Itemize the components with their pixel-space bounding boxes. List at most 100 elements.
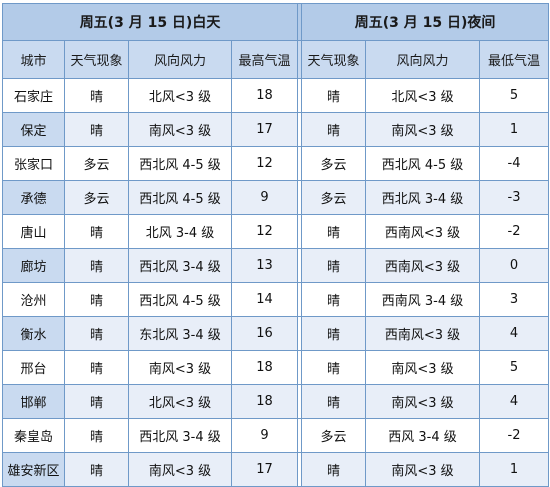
night-period-header: 周五(3 月 15 日)夜间 — [301, 3, 550, 41]
column-header-row: 城市 天气现象 风向风力 最高气温 天气现象 风向风力 最低气温 — [2, 40, 550, 79]
night-weather-cell: 晴 — [301, 214, 367, 249]
night-wind-cell: 南风<3 级 — [365, 350, 481, 385]
high-temp-cell: 17 — [230, 112, 299, 147]
day-weather-cell: 多云 — [64, 146, 129, 181]
low-temp-cell: 1 — [479, 112, 550, 147]
city-cell: 唐山 — [2, 214, 65, 249]
night-wind-cell: 西北风 4-5 级 — [365, 146, 481, 181]
night-wind-cell: 西南风<3 级 — [365, 316, 481, 351]
table-row: 衡水 晴 东北风 3-4 级 16 晴 西南风<3 级 4 — [2, 316, 550, 351]
day-weather-cell: 晴 — [64, 418, 129, 453]
day-weather-cell: 晴 — [64, 350, 129, 385]
low-temp-cell: 4 — [479, 384, 550, 419]
table-row: 承德 多云 西北风 4-5 级 9 多云 西北风 3-4 级 -3 — [2, 180, 550, 215]
night-weather-cell: 多云 — [301, 146, 367, 181]
low-temp-cell: -2 — [479, 214, 550, 249]
low-temp-cell: -4 — [479, 146, 550, 181]
night-wind-cell: 南风<3 级 — [365, 384, 481, 419]
night-weather-cell: 晴 — [301, 112, 367, 147]
day-wind-cell: 西北风 3-4 级 — [128, 418, 232, 453]
night-weather-cell: 晴 — [301, 248, 367, 283]
high-temp-cell: 16 — [230, 316, 299, 351]
high-temp-cell: 9 — [230, 418, 299, 453]
column-header-day-wind: 风向风力 — [128, 40, 232, 79]
low-temp-cell: 1 — [479, 452, 550, 487]
high-temp-cell: 12 — [230, 214, 299, 249]
night-wind-cell: 西南风<3 级 — [365, 248, 481, 283]
table-row: 保定 晴 南风<3 级 17 晴 南风<3 级 1 — [2, 112, 550, 147]
day-weather-cell: 晴 — [64, 282, 129, 317]
low-temp-cell: 3 — [479, 282, 550, 317]
city-cell: 张家口 — [2, 146, 65, 181]
weather-forecast-table: 周五(3 月 15 日)白天 周五(3 月 15 日)夜间 城市 天气现象 风向… — [1, 3, 550, 487]
city-cell: 衡水 — [2, 316, 65, 351]
city-cell: 保定 — [2, 112, 65, 147]
low-temp-cell: 4 — [479, 316, 550, 351]
table-row: 邯郸 晴 北风<3 级 18 晴 南风<3 级 4 — [2, 384, 550, 419]
night-weather-cell: 多云 — [301, 418, 367, 453]
high-temp-cell: 17 — [230, 452, 299, 487]
day-weather-cell: 晴 — [64, 452, 129, 487]
column-header-night-weather: 天气现象 — [301, 40, 367, 79]
night-wind-cell: 北风<3 级 — [365, 78, 481, 113]
day-wind-cell: 南风<3 级 — [128, 112, 232, 147]
night-weather-cell: 晴 — [301, 316, 367, 351]
column-header-day-weather: 天气现象 — [64, 40, 129, 79]
city-cell: 邢台 — [2, 350, 65, 385]
column-header-high-temp: 最高气温 — [230, 40, 299, 79]
table-row: 张家口 多云 西北风 4-5 级 12 多云 西北风 4-5 级 -4 — [2, 146, 550, 181]
night-wind-cell: 西南风<3 级 — [365, 214, 481, 249]
day-weather-cell: 晴 — [64, 248, 129, 283]
low-temp-cell: 0 — [479, 248, 550, 283]
high-temp-cell: 18 — [230, 78, 299, 113]
city-cell: 承德 — [2, 180, 65, 215]
city-cell: 廊坊 — [2, 248, 65, 283]
column-header-night-wind: 风向风力 — [365, 40, 481, 79]
high-temp-cell: 18 — [230, 384, 299, 419]
day-weather-cell: 晴 — [64, 214, 129, 249]
night-wind-cell: 西南风 3-4 级 — [365, 282, 481, 317]
day-weather-cell: 晴 — [64, 78, 129, 113]
column-header-city: 城市 — [2, 40, 65, 79]
day-weather-cell: 晴 — [64, 316, 129, 351]
city-cell: 沧州 — [2, 282, 65, 317]
table-row: 沧州 晴 西北风 4-5 级 14 晴 西南风 3-4 级 3 — [2, 282, 550, 317]
table-row: 秦皇岛 晴 西北风 3-4 级 9 多云 西风 3-4 级 -2 — [2, 418, 550, 453]
day-wind-cell: 北风<3 级 — [128, 384, 232, 419]
night-wind-cell: 南风<3 级 — [365, 452, 481, 487]
night-weather-cell: 晴 — [301, 350, 367, 385]
day-period-header: 周五(3 月 15 日)白天 — [1, 3, 299, 41]
table-row: 石家庄 晴 北风<3 级 18 晴 北风<3 级 5 — [2, 78, 550, 113]
night-wind-cell: 西风 3-4 级 — [365, 418, 481, 453]
table-row: 唐山 晴 北风 3-4 级 12 晴 西南风<3 级 -2 — [2, 214, 550, 249]
day-weather-cell: 多云 — [64, 180, 129, 215]
high-temp-cell: 9 — [230, 180, 299, 215]
high-temp-cell: 12 — [230, 146, 299, 181]
city-cell: 石家庄 — [2, 78, 65, 113]
night-weather-cell: 晴 — [301, 78, 367, 113]
night-wind-cell: 南风<3 级 — [365, 112, 481, 147]
city-cell: 邯郸 — [2, 384, 65, 419]
day-wind-cell: 西北风 4-5 级 — [128, 282, 232, 317]
city-cell: 雄安新区 — [2, 452, 65, 487]
day-wind-cell: 西北风 3-4 级 — [128, 248, 232, 283]
day-wind-cell: 南风<3 级 — [128, 452, 232, 487]
table-row: 雄安新区 晴 南风<3 级 17 晴 南风<3 级 1 — [2, 452, 550, 487]
table-row: 邢台 晴 南风<3 级 18 晴 南风<3 级 5 — [2, 350, 550, 385]
column-header-low-temp: 最低气温 — [479, 40, 550, 79]
low-temp-cell: -2 — [479, 418, 550, 453]
day-wind-cell: 东北风 3-4 级 — [128, 316, 232, 351]
day-wind-cell: 北风<3 级 — [128, 78, 232, 113]
night-weather-cell: 晴 — [301, 384, 367, 419]
low-temp-cell: 5 — [479, 78, 550, 113]
high-temp-cell: 14 — [230, 282, 299, 317]
table-row: 廊坊 晴 西北风 3-4 级 13 晴 西南风<3 级 0 — [2, 248, 550, 283]
day-wind-cell: 北风 3-4 级 — [128, 214, 232, 249]
night-weather-cell: 晴 — [301, 282, 367, 317]
low-temp-cell: 5 — [479, 350, 550, 385]
city-cell: 秦皇岛 — [2, 418, 65, 453]
day-weather-cell: 晴 — [64, 384, 129, 419]
day-wind-cell: 西北风 4-5 级 — [128, 146, 232, 181]
day-wind-cell: 西北风 4-5 级 — [128, 180, 232, 215]
